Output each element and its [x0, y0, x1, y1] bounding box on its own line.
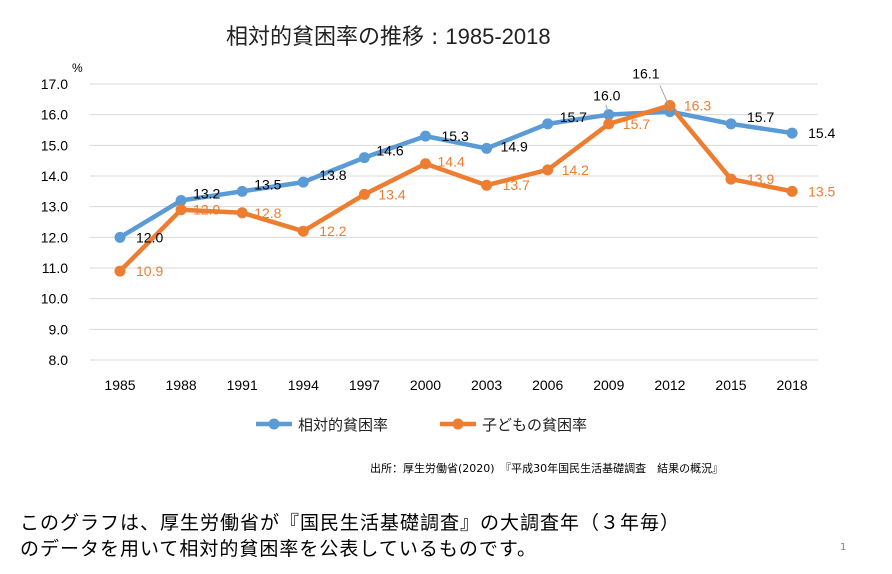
data-label: 16.1 — [632, 66, 659, 82]
data-label: 12.9 — [193, 202, 220, 218]
data-point — [603, 118, 615, 130]
data-label: 15.7 — [560, 109, 587, 125]
chart-title: 相対的貧困率の推移 : 1985-2018 — [226, 24, 551, 50]
data-labels: 12.013.213.513.814.615.314.915.716.016.1… — [136, 66, 836, 279]
data-point — [297, 176, 309, 188]
y-tick-label: 16.0 — [41, 107, 68, 123]
data-point — [481, 179, 493, 191]
series-line — [118, 103, 793, 273]
caption-line-2: のデータを用いて相対的貧困率を公表しているものです。 — [20, 538, 537, 560]
legend-label: 子どもの貧困率 — [482, 416, 587, 434]
label-leader-lines — [605, 85, 670, 111]
data-point — [786, 185, 798, 197]
caption-line-1: このグラフは、厚生労働省が『国民生活基礎調査』の大調査年（３年毎） — [20, 512, 681, 534]
data-point — [114, 265, 126, 277]
leader-line — [605, 104, 609, 111]
data-point — [420, 158, 431, 170]
data-label: 12.8 — [254, 205, 281, 221]
data-label: 13.8 — [319, 167, 346, 183]
series-lines — [118, 103, 793, 273]
legend: 相対的貧困率 子どもの貧困率 — [256, 416, 587, 434]
data-label: 14.2 — [562, 162, 589, 178]
y-tick-label: 11.0 — [42, 260, 68, 276]
data-point — [786, 127, 798, 139]
y-tick-label: 15.0 — [41, 137, 68, 153]
x-tick-label: 1991 — [227, 377, 258, 393]
data-point — [358, 152, 370, 164]
data-point — [725, 173, 737, 185]
caption: このグラフは、厚生労働省が『国民生活基礎調査』の大調査年（３年毎） のデータを用… — [20, 510, 680, 562]
series-points — [114, 99, 798, 277]
data-label: 15.3 — [442, 128, 469, 144]
data-point — [236, 207, 248, 219]
source-note: 出所：厚生労働省(2020) 『平成30年国民生活基礎調査 結果の概況』 — [370, 462, 724, 475]
data-label: 14.9 — [501, 138, 528, 154]
data-label: 15.7 — [747, 109, 774, 125]
data-label: 13.2 — [193, 186, 220, 202]
data-label: 13.4 — [378, 186, 405, 202]
data-label: 13.5 — [808, 183, 835, 199]
data-point — [664, 99, 676, 111]
data-point — [114, 231, 126, 243]
data-label: 13.7 — [503, 177, 530, 193]
legend-label: 相対的貧困率 — [298, 416, 388, 434]
y-tick-label: 14.0 — [41, 168, 68, 184]
x-tick-label: 1988 — [166, 377, 197, 393]
y-tick-label: 12.0 — [41, 229, 68, 245]
data-point — [175, 204, 187, 216]
x-tick-label: 1994 — [288, 377, 319, 393]
data-label: 16.3 — [684, 97, 711, 113]
data-point — [297, 225, 309, 237]
data-label: 10.9 — [136, 263, 163, 279]
data-label: 15.7 — [623, 116, 650, 132]
data-point — [542, 164, 554, 176]
x-tick-label: 2018 — [777, 377, 808, 393]
x-tick-label: 1985 — [104, 377, 135, 393]
data-label: 12.0 — [136, 229, 163, 245]
x-tick-label: 2003 — [471, 377, 502, 393]
data-point — [175, 195, 187, 207]
data-point — [481, 142, 493, 154]
series-line — [118, 109, 793, 240]
page-number: 1 — [840, 542, 847, 553]
data-label: 13.5 — [254, 176, 281, 192]
x-tick-label: 2009 — [593, 377, 624, 393]
data-point — [236, 185, 248, 197]
data-point — [542, 118, 554, 130]
x-tick-label: 2000 — [410, 377, 441, 393]
gridlines — [90, 83, 818, 361]
y-tick-label: 17.0 — [41, 76, 68, 92]
data-label: 13.9 — [747, 171, 774, 187]
data-label: 15.4 — [808, 125, 835, 141]
data-label: 14.6 — [376, 143, 403, 159]
data-point — [725, 118, 737, 130]
x-tick-labels: 1985 1988 1991 1994 1997 2000 2003 2006 2009 2012… — [104, 377, 807, 393]
y-axis-unit: % — [72, 61, 83, 75]
data-label: 14.4 — [438, 154, 465, 170]
y-tick-label: 13.0 — [41, 199, 68, 215]
data-label: 12.2 — [319, 223, 346, 239]
x-tick-label: 1997 — [349, 377, 380, 393]
data-label: 16.0 — [593, 88, 620, 104]
data-point — [420, 130, 431, 142]
x-tick-label: 2015 — [715, 377, 746, 393]
x-tick-label: 2012 — [654, 377, 685, 393]
y-tick-label: 8.0 — [49, 352, 69, 368]
y-tick-label: 9.0 — [49, 321, 69, 337]
legend-marker — [452, 418, 464, 430]
y-tick-label: 10.0 — [41, 291, 68, 307]
leader-line — [659, 85, 670, 106]
data-point — [358, 188, 370, 200]
x-tick-label: 2006 — [532, 377, 563, 393]
data-point — [603, 109, 615, 121]
y-tick-labels: 8.0 9.0 10.0 11.0 12.0 13.0 14.0 15.0 16.0 17.0 — [41, 76, 68, 368]
legend-marker — [268, 418, 280, 430]
